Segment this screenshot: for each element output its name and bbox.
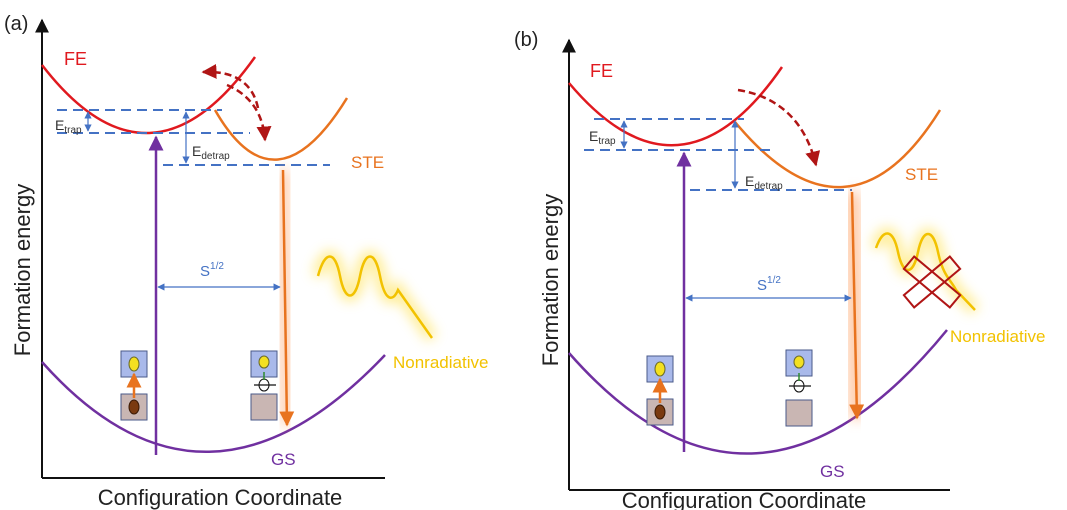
nonrad-glow	[312, 250, 437, 342]
edetrap-label: Edetrap	[192, 143, 230, 162]
forbidden-cross-icon	[902, 255, 962, 309]
s-half-label: S1/2	[757, 275, 781, 294]
nonradiative-label: Nonradiative	[950, 327, 1045, 346]
nonrad-wave	[874, 232, 976, 311]
edetrap-label: Edetrap	[745, 173, 783, 192]
panel-a: (a) Formation energy Configuration Coord…	[4, 13, 488, 510]
etrap-label: Etrap	[55, 117, 82, 136]
panel-label: (a)	[4, 13, 28, 35]
nonradiative-label: Nonradiative	[393, 353, 488, 372]
gs-curve	[41, 354, 386, 453]
etrap-label: Etrap	[589, 128, 616, 147]
emission-arrow	[849, 191, 865, 420]
band-icon-excited	[646, 355, 674, 426]
panel-label: (b)	[514, 29, 538, 51]
trap-arrow	[226, 83, 272, 142]
ste-curve	[213, 97, 349, 161]
y-axis-label: Formation energy	[10, 184, 35, 356]
trap-arrow	[737, 88, 821, 167]
band-icon-relaxed	[250, 350, 278, 421]
panel-b: (b) Formation energy Configuration Coord…	[514, 29, 1045, 510]
ste-label: STE	[351, 153, 384, 172]
y-axis-label: Formation energy	[538, 194, 563, 366]
ste-label: STE	[905, 165, 938, 184]
band-icon-excited	[120, 350, 148, 421]
gs-label: GS	[820, 462, 845, 481]
nonrad-wave	[316, 255, 434, 339]
fe-label: FE	[64, 49, 87, 69]
gs-label: GS	[271, 450, 296, 469]
fe-label: FE	[590, 61, 613, 81]
fe-curve	[41, 56, 257, 135]
x-axis-label: Configuration Coordinate	[98, 485, 343, 510]
band-icon-relaxed	[785, 349, 813, 427]
x-axis-label: Configuration Coordinate	[622, 488, 867, 510]
gs-curve	[568, 329, 948, 455]
detrap-arrow	[201, 63, 260, 109]
emission-arrow	[279, 169, 295, 427]
s-half-label: S1/2	[200, 261, 224, 280]
fe-curve	[568, 66, 784, 147]
ste-curve	[734, 109, 942, 189]
